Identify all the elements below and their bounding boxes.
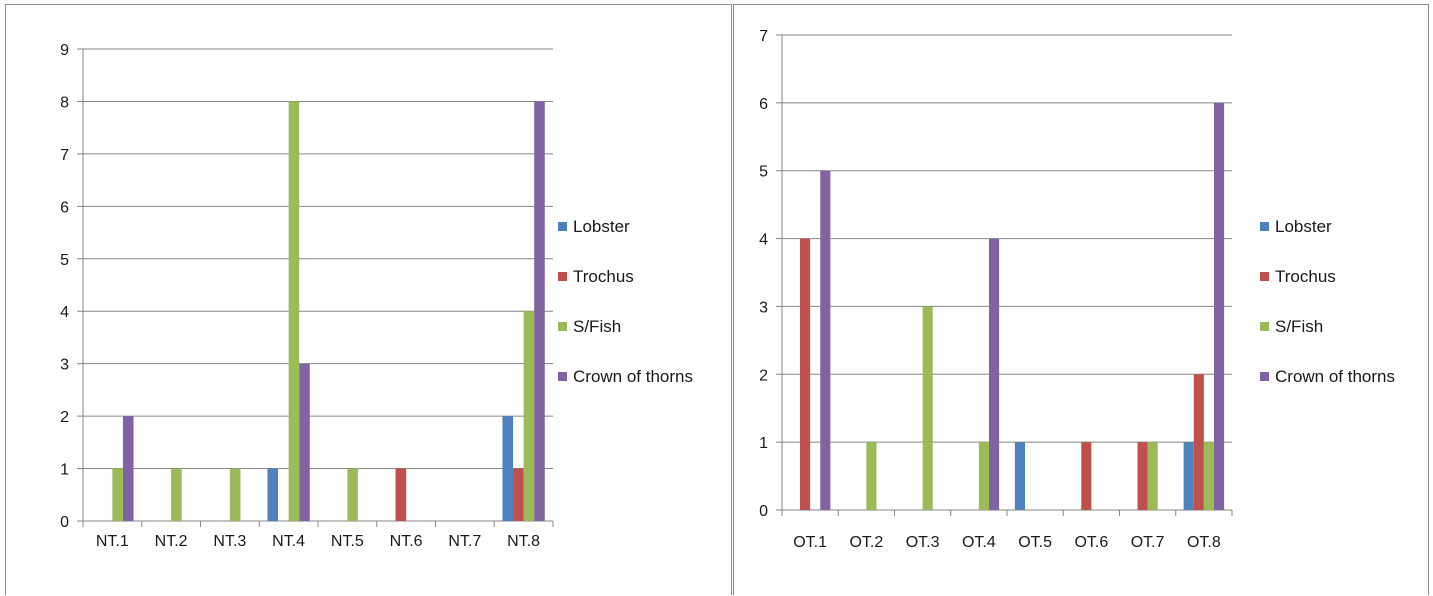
- bar-lobster: [267, 468, 279, 521]
- legend-label: Crown of thorns: [1275, 367, 1395, 386]
- bar-s-fish: [229, 468, 241, 521]
- x-tick-label: NT.4: [272, 533, 305, 550]
- bar-crown-of-thorns: [299, 363, 310, 521]
- bar-crown-of-thorns: [534, 101, 545, 521]
- y-tick-label: 4: [60, 304, 69, 321]
- bar-crown-of-thorns: [122, 416, 134, 521]
- y-tick-label: 3: [60, 357, 69, 374]
- bar-trochus: [513, 468, 524, 521]
- legend-swatch: [1260, 372, 1269, 381]
- bar-trochus: [1193, 374, 1204, 510]
- y-tick-label: 0: [60, 514, 69, 531]
- legend-swatch: [1260, 322, 1269, 331]
- bar-s-fish: [347, 468, 358, 521]
- bar-trochus: [395, 468, 407, 521]
- bar-lobster: [502, 416, 514, 521]
- y-tick-label: 7: [759, 28, 768, 45]
- y-tick-label: 6: [759, 96, 768, 113]
- legend-swatch: [558, 372, 567, 381]
- y-tick-label: 0: [759, 503, 768, 520]
- bar-crown-of-thorns: [820, 170, 831, 510]
- bar-trochus: [800, 238, 811, 511]
- x-tick-label: NT.7: [448, 533, 481, 550]
- x-tick-label: NT.1: [96, 533, 129, 550]
- chart-panel-nt: 0 1 2 3 4 5 6 7 8 9 NT.1 NT.2 NT.3 NT.4 NT.5 NT.6 NT.7 NT…: [5, 4, 732, 595]
- bar-s-fish: [866, 442, 877, 510]
- y-tick-label: 3: [759, 299, 768, 316]
- legend-swatch: [558, 222, 567, 231]
- y-tick-label: 2: [759, 367, 768, 384]
- x-tick-label: OT.2: [849, 534, 883, 551]
- legend-swatch: [1260, 272, 1269, 281]
- y-tick-label: 6: [60, 199, 69, 216]
- bar-s-fish: [1147, 442, 1158, 510]
- bar-s-fish: [288, 101, 300, 521]
- x-tick-label: NT.8: [507, 533, 540, 550]
- x-tick-label: NT.3: [213, 533, 246, 550]
- legend-swatch: [1260, 222, 1269, 231]
- bar-lobster: [1014, 442, 1025, 510]
- legend-label: S/Fish: [573, 317, 621, 336]
- x-tick-label: OT.7: [1131, 534, 1165, 551]
- bar-chart-ot: 0 1 2 3 4 5 6 7 OT.1 OT.2 OT.3 OT.4 OT.5 OT.6 OT.7 OT.8…: [759, 28, 1395, 551]
- y-tick-label: 5: [60, 252, 69, 269]
- x-tick-label: OT.4: [962, 534, 996, 551]
- x-tick-label: OT.3: [906, 534, 940, 551]
- chart-panel-ot: 0 1 2 3 4 5 6 7 OT.1 OT.2 OT.3 OT.4 OT.5 OT.6 OT.7 OT.8…: [733, 4, 1429, 595]
- x-tick-label: NT.5: [331, 533, 364, 550]
- y-tick-label: 5: [759, 164, 768, 181]
- bar-lobster: [1183, 442, 1194, 510]
- y-tick-label: 2: [60, 409, 69, 426]
- bar-s-fish: [978, 442, 989, 510]
- legend-swatch: [558, 322, 567, 331]
- y-tick-label: 1: [60, 462, 69, 479]
- y-tick-label: 9: [60, 42, 69, 59]
- bar-trochus: [1137, 442, 1148, 510]
- y-tick-label: 4: [759, 232, 768, 249]
- legend-label: S/Fish: [1275, 317, 1323, 336]
- legend-label: Crown of thorns: [573, 367, 693, 386]
- bar-chart-nt: 0 1 2 3 4 5 6 7 8 9 NT.1 NT.2 NT.3 NT.4 NT.5 NT.6 NT.7 NT…: [60, 42, 693, 550]
- bar-s-fish: [523, 311, 535, 521]
- y-tick-label: 7: [60, 147, 69, 164]
- bar-crown-of-thorns: [989, 238, 1000, 511]
- bar-s-fish: [112, 468, 123, 521]
- bar-s-fish: [922, 306, 933, 510]
- legend-label: Lobster: [573, 217, 630, 236]
- legend-label: Trochus: [1275, 267, 1336, 286]
- bar-trochus: [1081, 442, 1092, 510]
- x-tick-label: OT.8: [1187, 534, 1221, 551]
- bar-s-fish: [1203, 442, 1214, 510]
- x-tick-label: OT.1: [793, 534, 827, 551]
- y-tick-label: 1: [759, 435, 768, 452]
- x-tick-label: OT.5: [1018, 534, 1052, 551]
- x-tick-label: OT.6: [1074, 534, 1108, 551]
- legend-label: Lobster: [1275, 217, 1332, 236]
- bar-crown-of-thorns: [1214, 102, 1225, 510]
- bar-s-fish: [171, 468, 182, 521]
- x-tick-label: NT.2: [155, 533, 188, 550]
- y-tick-label: 8: [60, 94, 69, 111]
- legend-swatch: [558, 272, 567, 281]
- x-tick-label: NT.6: [390, 533, 423, 550]
- legend-label: Trochus: [573, 267, 634, 286]
